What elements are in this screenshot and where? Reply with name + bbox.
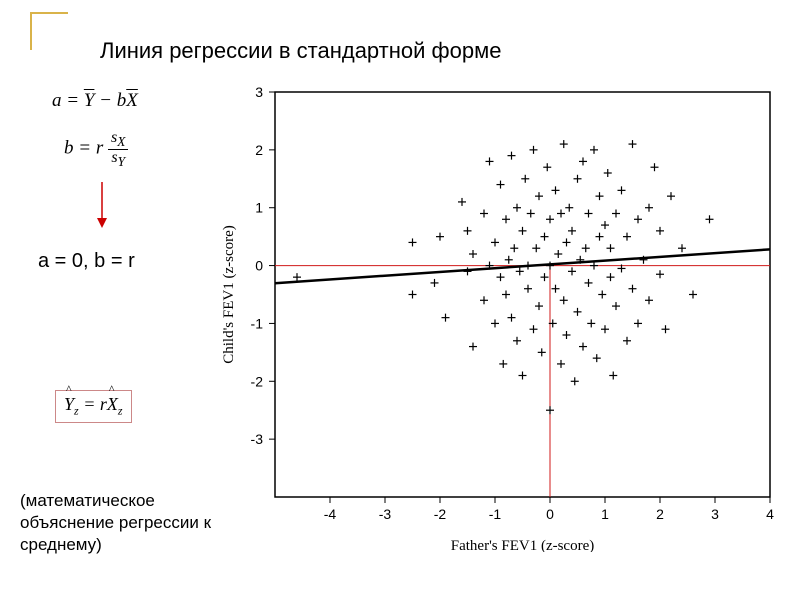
caption-line-3: среднему) [20, 535, 102, 554]
svg-text:-3: -3 [379, 506, 392, 522]
svg-text:-2: -2 [251, 373, 264, 389]
svg-text:2: 2 [255, 142, 263, 158]
svg-text:-1: -1 [489, 506, 502, 522]
svg-text:3: 3 [711, 506, 719, 522]
equation-b: b = r sX sY [64, 130, 128, 168]
svg-text:-3: -3 [251, 431, 264, 447]
svg-text:Father's FEV1 (z-score): Father's FEV1 (z-score) [451, 538, 595, 552]
svg-text:0: 0 [255, 258, 263, 274]
equation-z-box: Yz = rXz [55, 390, 132, 423]
svg-text:-4: -4 [324, 506, 337, 522]
arrow-down-icon [92, 180, 112, 230]
svg-text:-2: -2 [434, 506, 447, 522]
page-title: Линия регрессии в стандартной форме [100, 38, 501, 64]
svg-text:4: 4 [766, 506, 774, 522]
ab-result-text: a = 0, b = r [38, 250, 135, 273]
svg-text:Child's FEV1 (z-score): Child's FEV1 (z-score) [221, 225, 237, 364]
decorative-corner [30, 12, 68, 50]
equation-a: a = Y − bX [52, 90, 138, 112]
svg-text:0: 0 [546, 506, 554, 522]
equation-b-prefix: b = r [64, 137, 103, 158]
caption-line-2: объяснение регрессии к [20, 513, 211, 532]
svg-text:-1: -1 [251, 315, 264, 331]
caption-line-1: (математическое [20, 491, 155, 510]
svg-text:2: 2 [656, 506, 664, 522]
caption-text: (математическое объяснение регрессии к с… [20, 490, 230, 556]
svg-text:3: 3 [255, 84, 263, 100]
svg-text:1: 1 [255, 200, 263, 216]
chart-svg: -4 -3 -2 -1 0 1 2 3 4 -3 -2 -1 0 1 2 3 Father's FEV1 (z-… [215, 82, 785, 552]
scatter-chart: -4 -3 -2 -1 0 1 2 3 4 -3 -2 -1 0 1 2 3 Father's FEV1 (z-… [215, 82, 785, 552]
svg-text:1: 1 [601, 506, 609, 522]
